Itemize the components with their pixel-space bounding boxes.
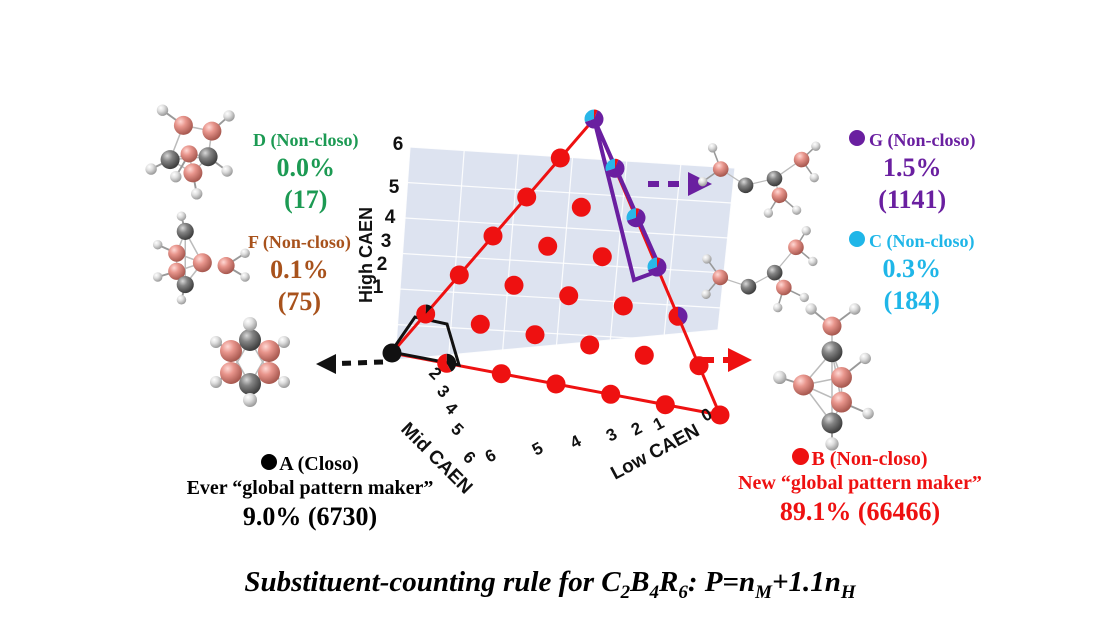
- svg-text:3: 3: [433, 381, 453, 401]
- svg-text:5: 5: [529, 438, 546, 459]
- svg-text:1: 1: [650, 413, 667, 434]
- svg-text:2: 2: [377, 254, 388, 275]
- svg-text:3: 3: [381, 231, 392, 252]
- svg-text:2: 2: [628, 418, 645, 439]
- svg-text:4: 4: [441, 398, 462, 419]
- svg-text:5: 5: [389, 177, 400, 198]
- svg-text:High CAEN: High CAEN: [356, 207, 376, 303]
- svg-text:2: 2: [425, 363, 445, 383]
- svg-text:6: 6: [393, 134, 404, 155]
- svg-text:4: 4: [567, 431, 585, 452]
- svg-text:5: 5: [447, 419, 467, 439]
- svg-text:4: 4: [385, 207, 396, 228]
- svg-text:3: 3: [603, 424, 620, 445]
